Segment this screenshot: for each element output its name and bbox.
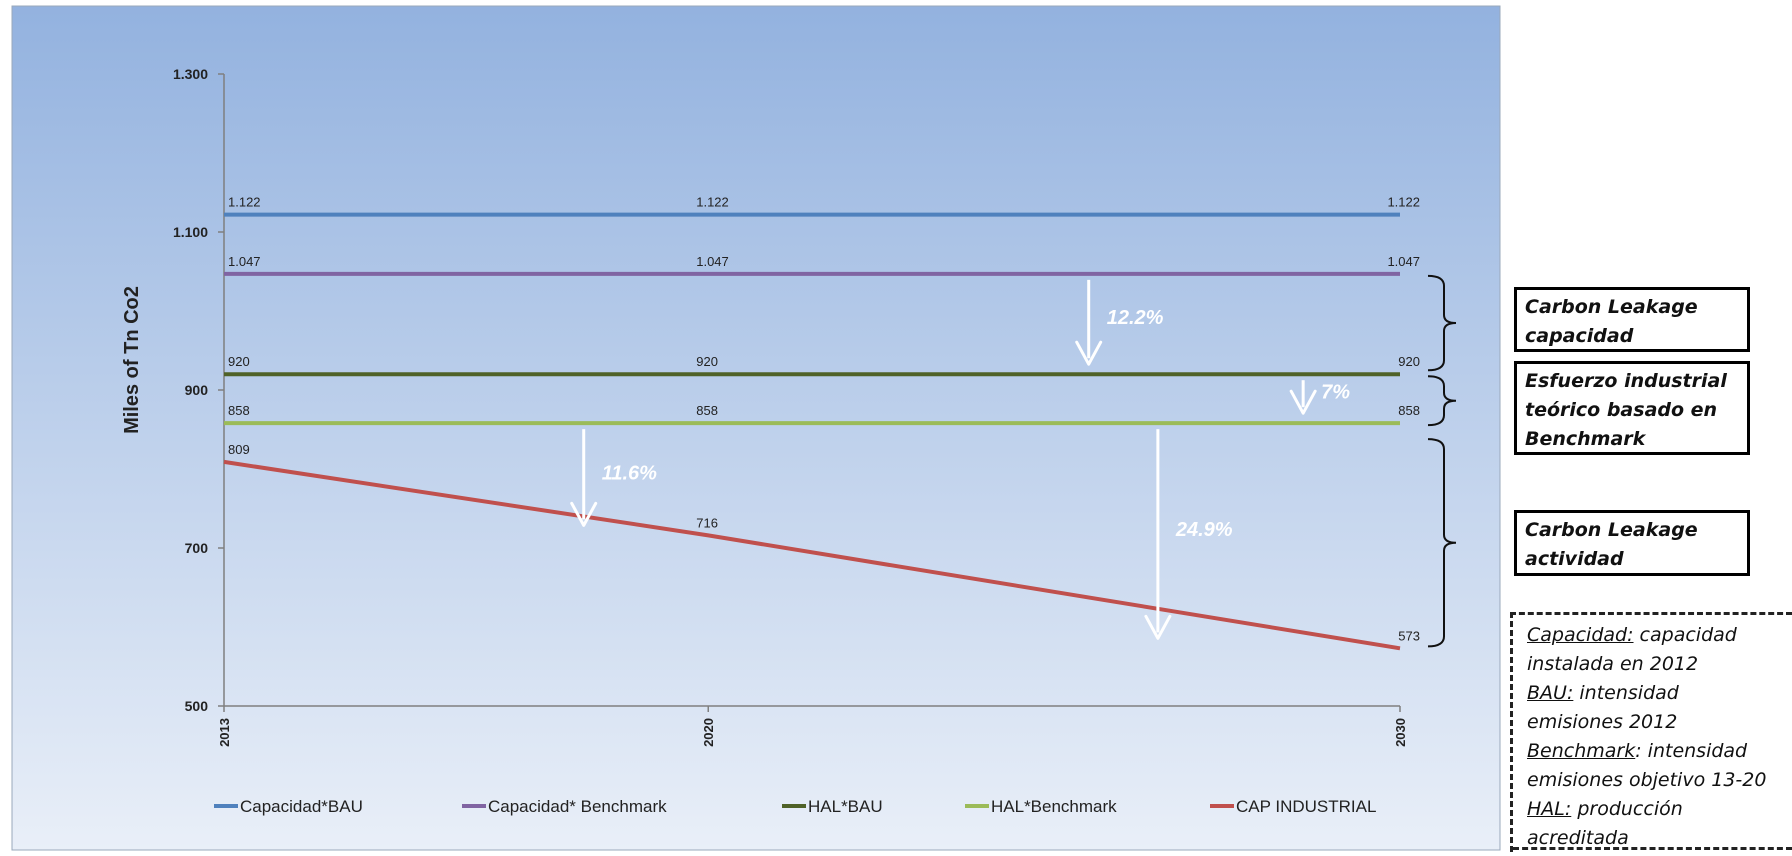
data-label: 1.122 <box>228 195 261 210</box>
definition-text: instalada en 2012 <box>1527 653 1699 675</box>
data-label: 809 <box>228 442 250 457</box>
arrow-head <box>1075 340 1103 366</box>
definition-line: acreditada <box>1527 824 1792 853</box>
y-tick-label: 1.100 <box>173 224 208 240</box>
definition-term: Capacidad: <box>1527 624 1634 646</box>
legend-label: Capacidad*BAU <box>240 797 363 816</box>
y-tick-label: 900 <box>185 382 209 398</box>
definition-line: instalada en 2012 <box>1527 650 1792 679</box>
y-axis-title: Miles of Tn Co2 <box>121 286 143 434</box>
series-line <box>223 459 1401 651</box>
definition-term: Benchmark <box>1527 740 1636 762</box>
curly-brace <box>1427 438 1457 648</box>
y-tick-label: 1.300 <box>173 66 208 82</box>
legend-label: Capacidad* Benchmark <box>488 797 667 816</box>
definition-term: BAU: <box>1527 682 1574 704</box>
definitions-box: Capacidad: capacidad instalada en 2012 B… <box>1510 612 1792 852</box>
definition-text: capacidad <box>1633 624 1737 646</box>
box-line: teórico basado en <box>1525 399 1718 421</box>
definition-term: HAL: <box>1527 798 1572 820</box>
data-label: 573 <box>1398 628 1420 643</box>
data-label: 920 <box>696 354 718 369</box>
x-tick-label: 2013 <box>217 718 232 747</box>
x-tick-label: 2030 <box>1393 718 1408 747</box>
curly-brace <box>1427 375 1457 427</box>
arrow-head <box>1144 614 1172 640</box>
data-label: 1.047 <box>696 254 729 269</box>
y-tick-label: 500 <box>185 698 209 714</box>
legend-label: HAL*Benchmark <box>991 797 1117 816</box>
data-label: 858 <box>1398 403 1420 418</box>
carbon-leakage-actividad-box: Carbon Leakage actividad <box>1514 510 1750 576</box>
box-line: Carbon Leakage <box>1525 519 1698 541</box>
plot-background <box>11 5 1501 851</box>
annotation-percent: 11.6% <box>602 462 657 484</box>
esfuerzo-industrial-box: Esfuerzo industrial teórico basado en Be… <box>1514 361 1750 455</box>
data-label: 1.122 <box>696 195 729 210</box>
curly-brace <box>1427 274 1457 372</box>
annotation-percent: 7% <box>1321 382 1350 404</box>
data-label: 858 <box>696 403 718 418</box>
data-label: 1.047 <box>1387 254 1420 269</box>
annotation-percent: 12.2% <box>1107 307 1164 329</box>
definition-text: emisiones objetivo 13-20 <box>1527 769 1767 791</box>
data-label: 1.122 <box>1387 195 1420 210</box>
data-label: 858 <box>228 403 250 418</box>
definition-text: producción <box>1571 798 1683 820</box>
data-label: 1.047 <box>228 254 261 269</box>
dashed-border <box>1513 847 1792 850</box>
carbon-leakage-capacidad-box: Carbon Leakage capacidad <box>1514 287 1750 352</box>
definition-text: acreditada <box>1527 827 1629 849</box>
definition-line: emisiones 2012 <box>1527 708 1792 737</box>
y-tick-label: 700 <box>185 540 209 556</box>
definition-line: Benchmark: intensidad <box>1527 737 1792 766</box>
definition-text: : intensidad <box>1635 740 1748 762</box>
box-line: Esfuerzo industrial <box>1525 370 1727 392</box>
legend-label: CAP INDUSTRIAL <box>1236 797 1376 816</box>
x-tick-label: 2020 <box>701 718 716 747</box>
box-line: Carbon Leakage <box>1525 296 1698 318</box>
box-line: Benchmark <box>1525 428 1646 450</box>
definition-line: emisiones objetivo 13-20 <box>1527 766 1792 795</box>
arrow-head <box>570 501 598 527</box>
data-label: 716 <box>696 515 718 530</box>
definition-line: Capacidad: capacidad <box>1527 621 1792 650</box>
data-label: 920 <box>1398 354 1420 369</box>
definition-text: intensidad <box>1573 682 1679 704</box>
box-line: capacidad <box>1525 325 1634 347</box>
definition-text: emisiones 2012 <box>1527 711 1678 733</box>
definition-line: BAU: intensidad <box>1527 679 1792 708</box>
arrow-head <box>1289 389 1317 415</box>
data-label: 920 <box>228 354 250 369</box>
annotation-percent: 24.9% <box>1175 519 1233 541</box>
box-line: actividad <box>1525 548 1624 570</box>
definition-line: HAL: producción <box>1527 795 1792 824</box>
legend-label: HAL*BAU <box>808 797 883 816</box>
